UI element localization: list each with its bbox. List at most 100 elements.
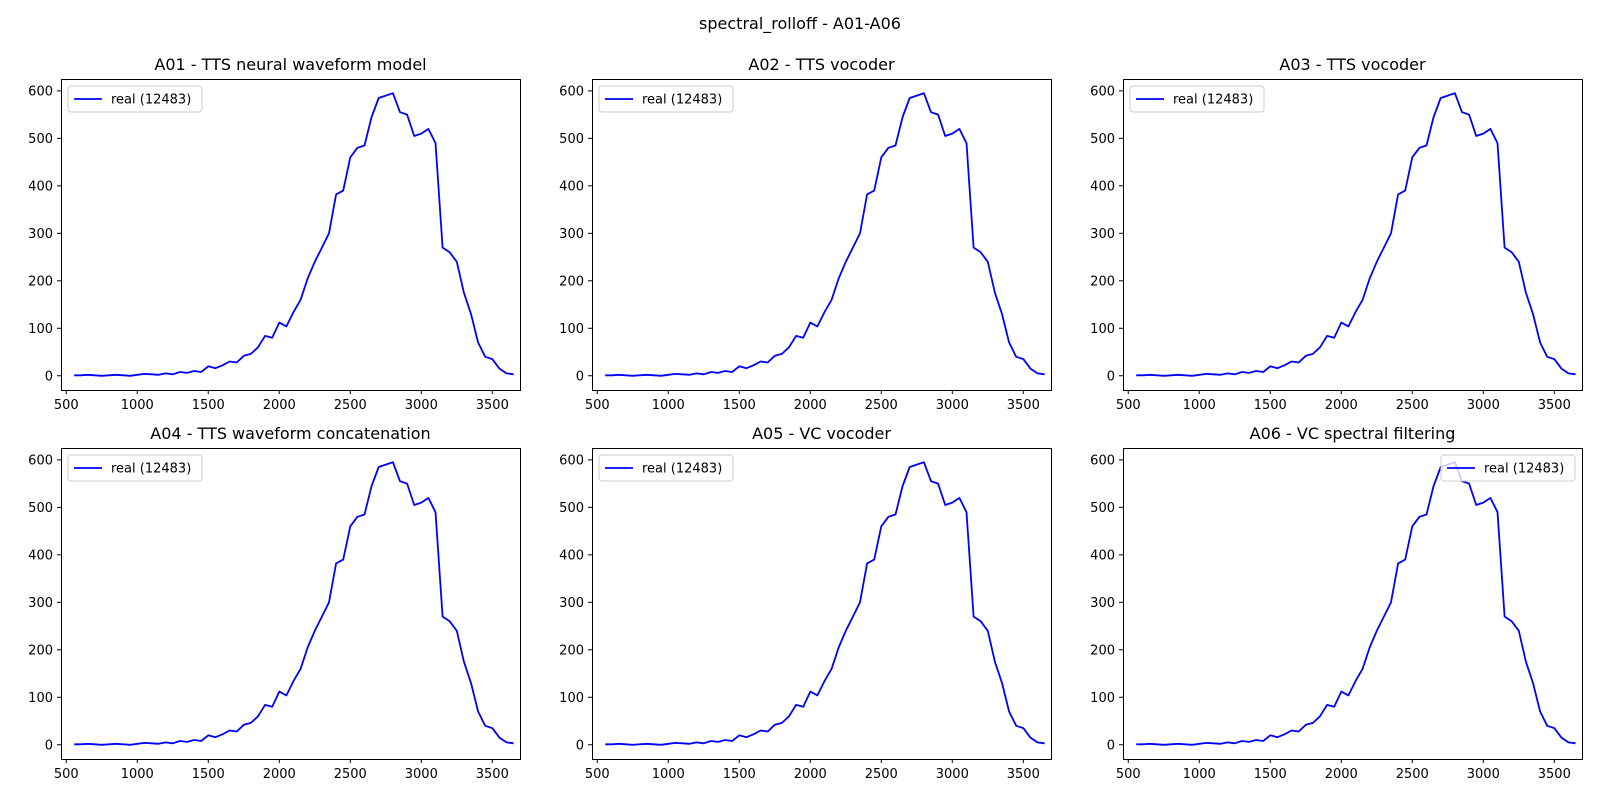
x-tick-label: 3500 (476, 398, 509, 413)
subplot-title: A01 - TTS neural waveform model (154, 55, 426, 74)
x-tick-label: 1000 (652, 398, 685, 413)
x-tick-label: 1500 (192, 767, 225, 782)
y-tick-label: 400 (28, 548, 53, 563)
x-tick-label: 3000 (1467, 767, 1500, 782)
series-line-1 (605, 461, 1045, 746)
plot-frame (592, 448, 1052, 760)
plot-frame (61, 79, 521, 391)
x-tick-label: 500 (54, 767, 79, 782)
y-tick-label: 600 (1090, 84, 1115, 99)
series-line-1 (1136, 461, 1576, 746)
y-tick-label: 100 (559, 322, 584, 337)
legend-label: real (12483) (642, 462, 722, 477)
y-tick-label: 300 (1090, 227, 1115, 242)
x-tick-label: 3500 (1007, 767, 1040, 782)
x-tick-label: 500 (1116, 398, 1141, 413)
x-tick-label: 500 (585, 767, 610, 782)
y-tick-label: 200 (1090, 643, 1115, 658)
y-tick-label: 500 (28, 501, 53, 516)
x-tick-label: 2000 (1325, 398, 1358, 413)
y-tick-label: 0 (576, 369, 584, 384)
y-tick-label: 0 (45, 738, 53, 753)
y-tick-label: 400 (28, 179, 53, 194)
y-tick-label: 100 (28, 322, 53, 337)
y-tick-label: 500 (559, 501, 584, 516)
y-tick-label: 100 (28, 691, 53, 706)
y-tick-label: 600 (559, 453, 584, 468)
x-tick-label: 500 (1116, 767, 1141, 782)
subplot-title: A05 - VC vocoder (752, 424, 891, 443)
plot-frame (592, 79, 1052, 391)
y-tick-label: 300 (559, 227, 584, 242)
y-tick-label: 600 (28, 84, 53, 99)
y-tick-label: 300 (1090, 596, 1115, 611)
legend-box (1440, 454, 1576, 482)
subplot-title: A06 - VC spectral filtering (1250, 424, 1456, 443)
x-tick-label: 1500 (1254, 767, 1287, 782)
y-tick-label: 600 (28, 453, 53, 468)
plot-frame (1123, 79, 1583, 391)
subplot-title: A04 - TTS waveform concatenation (150, 424, 430, 443)
y-tick-label: 400 (559, 179, 584, 194)
y-tick-label: 500 (1090, 501, 1115, 516)
y-tick-label: 600 (1090, 453, 1115, 468)
legend-box (1129, 85, 1265, 113)
subplot-title: A03 - TTS vocoder (1279, 55, 1426, 74)
series-line-1 (74, 92, 514, 377)
x-tick-label: 3500 (1538, 767, 1571, 782)
x-tick-label: 1500 (723, 398, 756, 413)
y-tick-label: 300 (28, 596, 53, 611)
x-tick-label: 1000 (121, 767, 154, 782)
y-tick-label: 400 (559, 548, 584, 563)
x-tick-label: 500 (585, 398, 610, 413)
x-tick-label: 1000 (1183, 398, 1216, 413)
legend: real (12483) (67, 454, 203, 482)
x-tick-label: 500 (54, 398, 79, 413)
y-tick-label: 100 (559, 691, 584, 706)
x-tick-label: 1500 (192, 398, 225, 413)
figure-suptitle: spectral_rolloff - A01-A06 (699, 14, 901, 34)
legend-label: real (12483) (111, 462, 191, 477)
y-tick-label: 500 (559, 132, 584, 147)
x-tick-label: 3000 (936, 767, 969, 782)
x-tick-label: 2000 (263, 398, 296, 413)
y-tick-label: 200 (28, 643, 53, 658)
y-tick-label: 0 (1107, 738, 1115, 753)
y-tick-label: 0 (1107, 369, 1115, 384)
x-tick-label: 2500 (865, 767, 898, 782)
subplot-title: A02 - TTS vocoder (748, 55, 895, 74)
plot-frame (1123, 448, 1583, 760)
x-tick-label: 2500 (334, 767, 367, 782)
legend-box (598, 454, 734, 482)
x-tick-label: 3000 (936, 398, 969, 413)
y-tick-label: 200 (559, 643, 584, 658)
y-tick-label: 500 (28, 132, 53, 147)
y-tick-label: 600 (559, 84, 584, 99)
x-tick-label: 3500 (1007, 398, 1040, 413)
legend-label: real (12483) (642, 93, 722, 108)
legend-box (67, 85, 203, 113)
x-tick-label: 1000 (1183, 767, 1216, 782)
y-tick-label: 300 (559, 596, 584, 611)
x-tick-label: 2500 (865, 398, 898, 413)
plot-frame (61, 448, 521, 760)
series-line-1 (605, 92, 1045, 377)
x-tick-label: 2000 (794, 767, 827, 782)
y-tick-label: 400 (1090, 179, 1115, 194)
x-tick-label: 2500 (1396, 767, 1429, 782)
x-tick-label: 3500 (1538, 398, 1571, 413)
series-line-1 (1136, 92, 1576, 377)
x-tick-label: 2000 (1325, 767, 1358, 782)
x-tick-label: 1500 (1254, 398, 1287, 413)
x-tick-label: 3000 (405, 398, 438, 413)
legend: real (12483) (598, 454, 734, 482)
y-tick-label: 200 (1090, 274, 1115, 289)
x-tick-label: 3000 (1467, 398, 1500, 413)
x-tick-label: 2000 (263, 767, 296, 782)
